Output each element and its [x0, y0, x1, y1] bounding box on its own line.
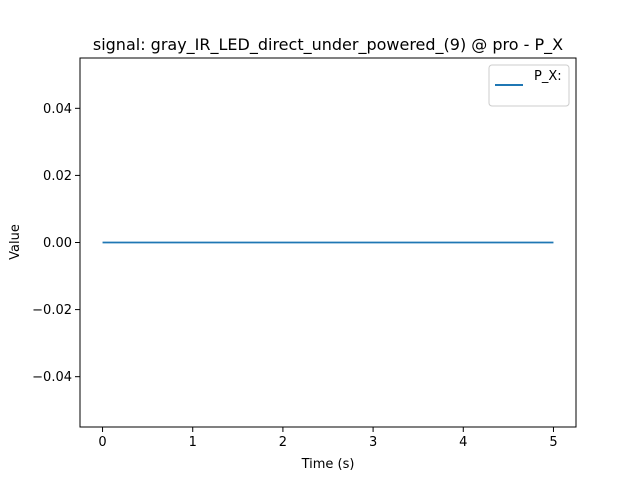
x-tick-label: 0	[98, 435, 106, 450]
y-tick-label: 0.04	[43, 102, 72, 117]
x-tick-label: 3	[369, 435, 377, 450]
y-tick-label: 0.00	[43, 236, 72, 251]
y-tick-label: 0.02	[43, 169, 72, 184]
x-axis-label: Time (s)	[301, 457, 355, 472]
legend-entry-label: P_X:	[534, 69, 562, 84]
x-tick-label: 2	[279, 435, 287, 450]
x-tick-label: 5	[549, 435, 557, 450]
y-axis-ticks: −0.04 −0.02 0.00 0.02 0.04	[32, 102, 80, 385]
x-tick-label: 1	[189, 435, 197, 450]
y-tick-label: −0.04	[32, 370, 72, 385]
y-tick-label: −0.02	[32, 303, 72, 318]
legend-box	[488, 64, 570, 107]
x-axis-ticks: 0 1 2 3 4 5	[98, 427, 558, 450]
y-axis-label: Value	[8, 224, 23, 260]
plot-frame	[79, 57, 577, 428]
legend: P_X:	[488, 64, 570, 107]
chart-title: signal: gray_IR_LED_direct_under_powered…	[93, 35, 563, 55]
x-tick-label: 4	[459, 435, 467, 450]
